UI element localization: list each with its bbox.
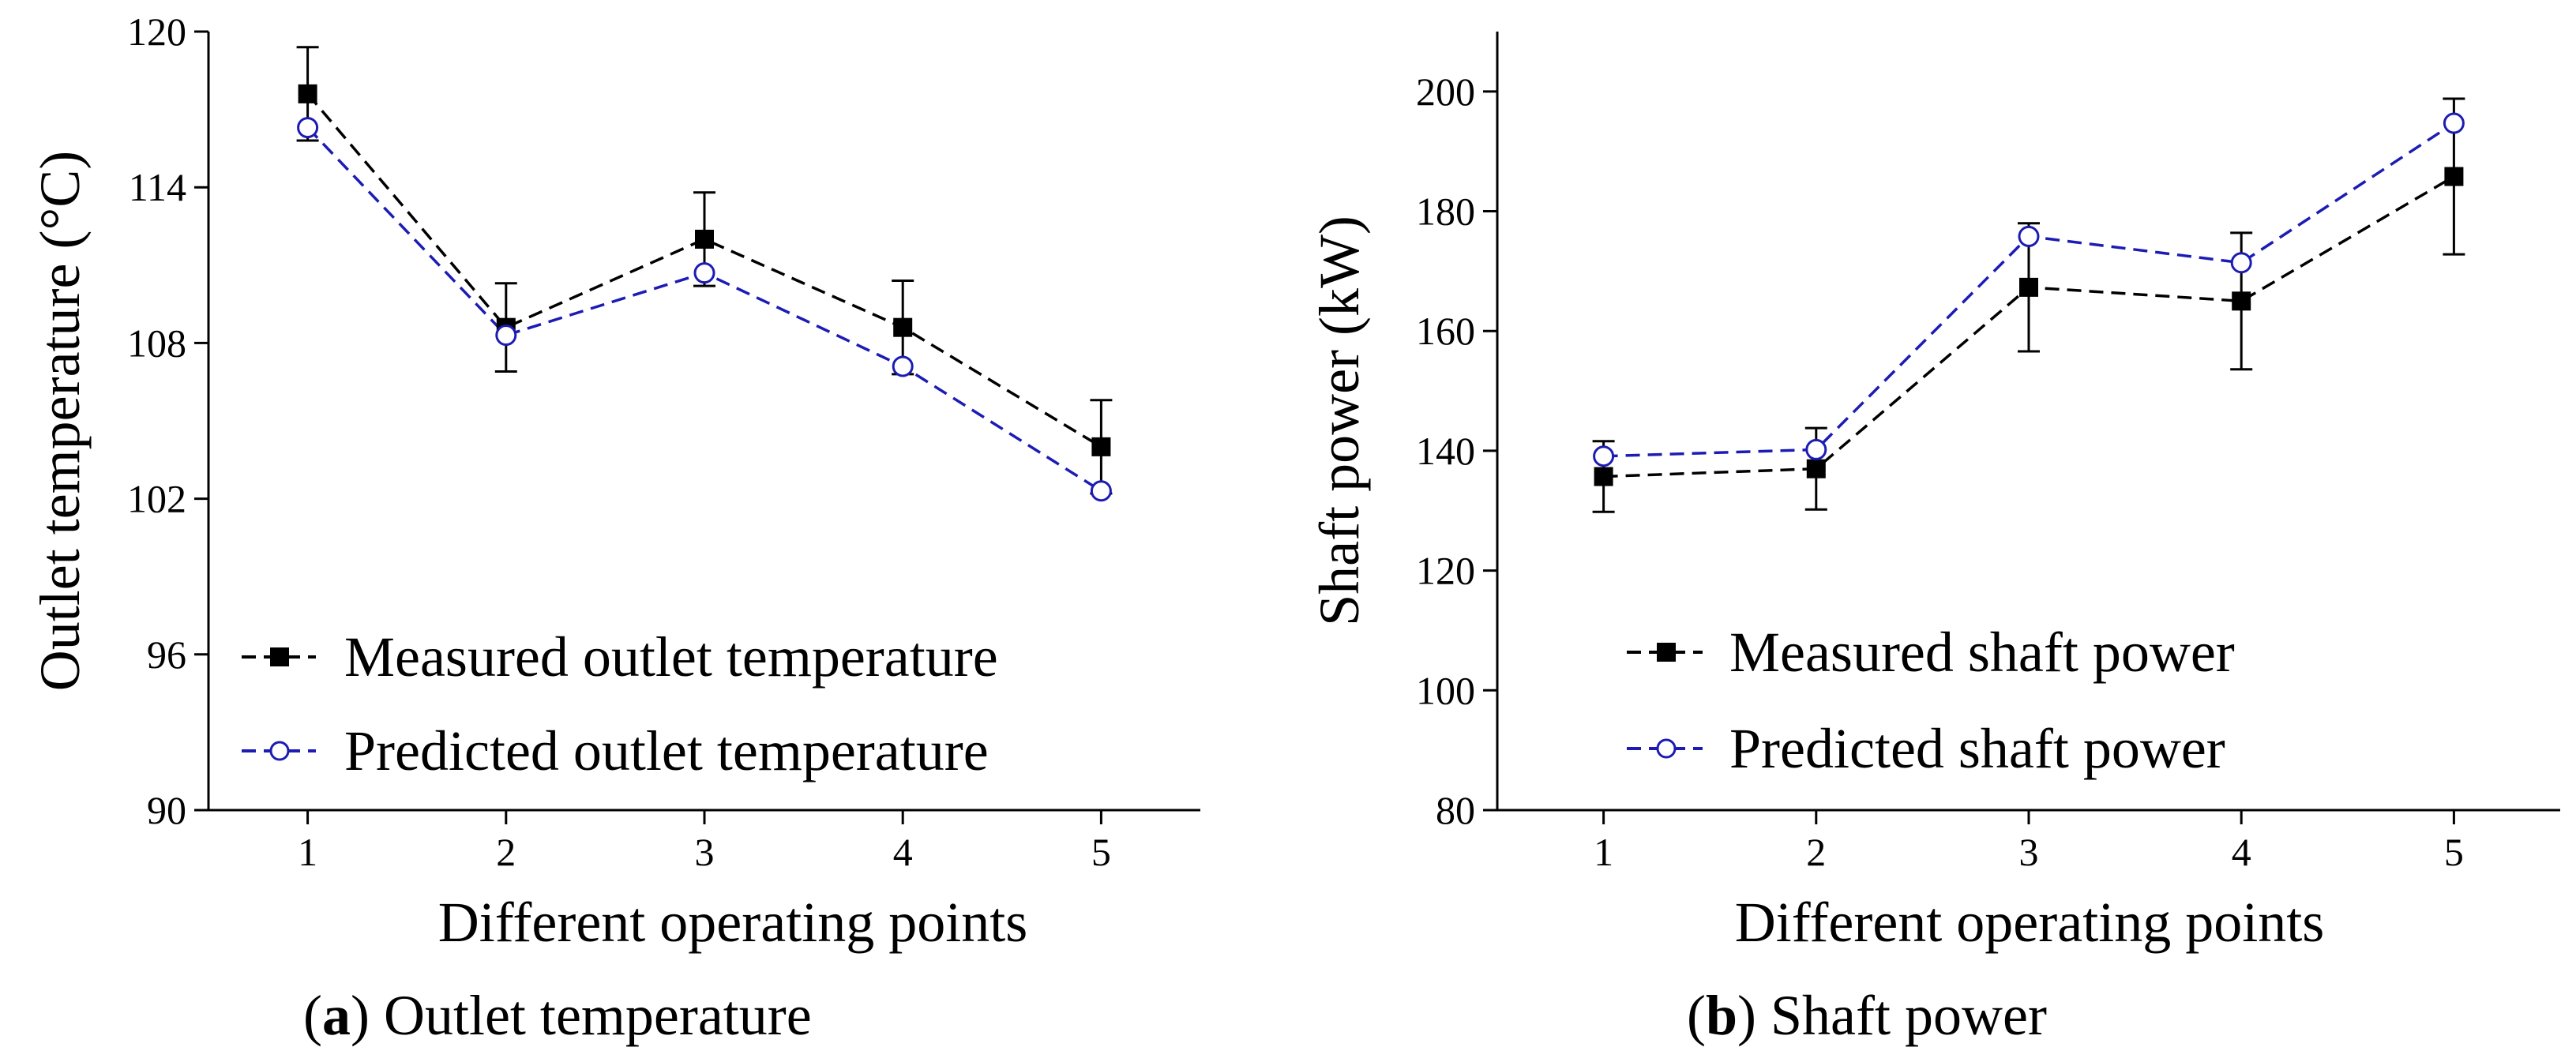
chart-a-legend-measured-label: Measured outlet temperature: [344, 625, 998, 689]
chart-b-y-ticks: 80 100 120 140 160 180 200: [1416, 69, 1497, 832]
chart-a-axes: [207, 32, 1200, 812]
chart-b-legend: Measured shaft power Predicted shaft pow…: [1627, 621, 2235, 780]
chart-a-y-ticks: 90 96 102 108 114 120: [127, 9, 208, 832]
chart-b-predicted-point: [2230, 252, 2252, 274]
chart-a: 90 96 102 108 114 120 1 2 3 4 5 Outlet temperatur…: [28, 9, 1200, 1047]
chart-a-predicted-point: [1090, 480, 1112, 502]
chart-b-legend-measured-label: Measured shaft power: [1729, 621, 2235, 684]
chart-a-predicted-point: [495, 325, 517, 347]
chart-b-y-tick-label: 140: [1416, 429, 1475, 473]
chart-b-axes: [1496, 32, 2560, 812]
chart-a-y-tick-label: 102: [127, 477, 186, 521]
chart-a-legend-predicted-label: Predicted outlet temperature: [344, 719, 989, 782]
chart-b-predicted-point: [1593, 445, 1615, 467]
chart-a-measured-point: [695, 229, 714, 249]
chart-b-x-axis-label: Different operating points: [1735, 891, 2324, 954]
chart-a-predicted-point: [297, 117, 319, 139]
chart-a-measured-point: [893, 317, 913, 337]
chart-b-measured-point: [1594, 467, 1613, 486]
chart-a-predicted-point: [693, 262, 715, 284]
chart-b-predicted-point: [1805, 438, 1827, 460]
chart-b-x-tick-label: 5: [2444, 830, 2464, 874]
chart-b-x-tick-label: 1: [1594, 830, 1613, 874]
chart-b-measured-point: [2232, 291, 2251, 311]
chart-a-caption-letter: a: [322, 984, 351, 1047]
chart-a-predicted-line: [306, 126, 1102, 493]
chart-a-caption: (a) Outlet temperature: [303, 984, 812, 1047]
chart-b-y-axis-label: Shaft power (kW): [1308, 216, 1371, 626]
chart-b-y-tick-label: 160: [1416, 309, 1475, 353]
chart-a-x-tick-label: 3: [695, 830, 715, 874]
chart-a-x-axis-label: Different operating points: [438, 891, 1027, 954]
chart-a-y-tick-label: 90: [147, 788, 186, 832]
chart-b-predicted-point: [2018, 225, 2040, 247]
chart-a-y-axis-label: Outlet temperature (°C): [28, 151, 92, 692]
chart-b-x-ticks: 1 2 3 4 5: [1594, 810, 2464, 874]
chart-a-predicted-point: [892, 355, 914, 377]
chart-a-y-tick-label: 114: [129, 165, 186, 209]
chart-b-caption-letter: b: [1706, 984, 1737, 1047]
chart-a-x-tick-label: 4: [893, 830, 913, 874]
chart-a-caption-text: Outlet temperature: [384, 984, 812, 1047]
chart-a-x-tick-label: 1: [298, 830, 317, 874]
chart-b-markers: [1593, 112, 2465, 486]
chart-a-measured-point: [298, 84, 317, 103]
chart-b-x-tick-label: 3: [2019, 830, 2039, 874]
chart-b-y-tick-label: 120: [1416, 549, 1475, 593]
chart-a-markers: [297, 84, 1112, 502]
chart-a-x-ticks: 1 2 3 4 5: [298, 810, 1111, 874]
chart-b-y-tick-label: 100: [1416, 668, 1475, 712]
chart-b-measured-point: [1806, 459, 1826, 478]
chart-b-legend-measured-marker: [1657, 643, 1676, 662]
chart-b-error-bars: [1592, 97, 2465, 513]
chart-b-measured-point: [2444, 167, 2464, 186]
chart-a-x-tick-label: 5: [1091, 830, 1111, 874]
chart-b-x-tick-label: 4: [2232, 830, 2251, 874]
chart-b-legend-predicted-label: Predicted shaft power: [1729, 717, 2225, 780]
chart-b-y-tick-label: 80: [1436, 788, 1475, 832]
chart-a-legend-measured-marker: [270, 647, 289, 666]
chart-a-measured-line: [306, 92, 1102, 448]
chart-a-y-tick-label: 108: [127, 321, 186, 365]
chart-a-y-tick-label: 96: [147, 632, 186, 677]
chart-b-y-tick-label: 180: [1416, 190, 1475, 234]
chart-b-predicted-point: [2443, 112, 2465, 134]
chart-a-legend: Measured outlet temperature Predicted ou…: [242, 625, 998, 782]
chart-b-y-tick-label: 200: [1416, 69, 1475, 114]
chart-b: 80 100 120 140 160 180 200 1 2 3 4 5 Shaft power (…: [1308, 32, 2560, 1047]
chart-b-legend-predicted-marker: [1656, 738, 1677, 759]
chart-a-legend-predicted-marker: [269, 741, 290, 761]
chart-b-x-tick-label: 2: [1806, 830, 1826, 874]
chart-b-caption: (b) Shaft power: [1687, 984, 2047, 1047]
chart-b-caption-text: Shaft power: [1771, 984, 2047, 1047]
chart-a-y-tick-label: 120: [127, 9, 186, 54]
chart-a-measured-point: [1091, 437, 1111, 456]
chart-a-x-tick-label: 2: [496, 830, 516, 874]
chart-b-measured-point: [2019, 277, 2038, 297]
